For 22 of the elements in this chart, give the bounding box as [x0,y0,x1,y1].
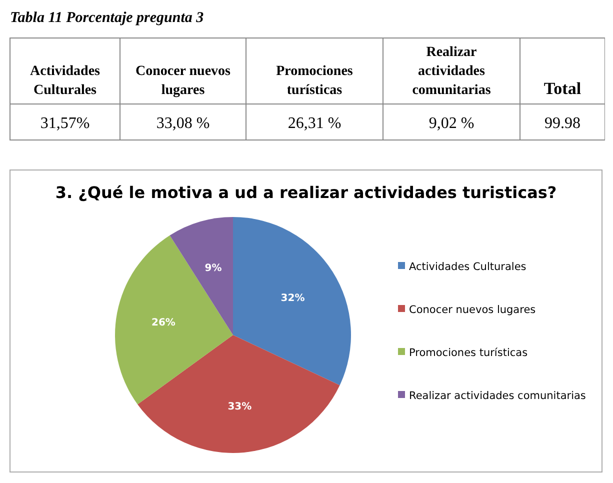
text: Tabla 11 Porcentaje pregunta 3 [10,10,204,26]
chart-title: 3. ¿Qué le motiva a ud a realizar actividades turisticas? [55,183,557,202]
data-label: 33% [228,401,252,412]
text: 26,31 % [288,115,342,132]
data-label: 26% [151,318,176,329]
text: 9,02 % [428,115,474,132]
data-label: 9% [204,263,222,274]
category-label: Realizar actividades comunitarias [412,45,492,98]
pie-slice [233,217,351,386]
legend-label: Conocer nuevos lugares [409,304,536,316]
text: 33,08 % [156,115,210,132]
legend-label: Promociones turísticas [409,347,528,359]
category-label: Total [544,79,582,98]
text: 31,57% [40,115,90,132]
category-label: Actividades Culturales [30,64,101,98]
category-label: Conocer nuevos lugares [135,64,232,98]
legend-label: Realizar actividades comunitarias [409,390,586,402]
pie-slice [138,335,340,453]
category-label: Promociones turísticas [276,64,354,98]
data-label: 32% [280,293,305,304]
text: 99.98 [544,115,580,132]
legend-label: Actividades Culturales [409,261,526,273]
